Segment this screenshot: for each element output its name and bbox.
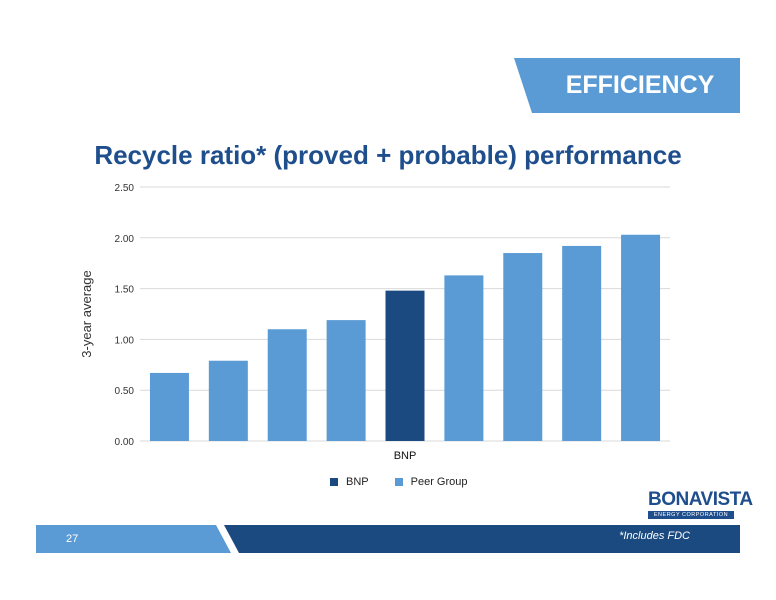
bar-peer-group [503, 253, 543, 441]
bar-peer-group [621, 234, 661, 441]
section-label: EFFICIENCY [565, 71, 715, 99]
y-tick-label: 2.50 [115, 183, 135, 194]
logo-wordmark: BONAVISTA [648, 489, 753, 510]
y-tick-label: 2.00 [115, 234, 135, 245]
bar-bnp [385, 290, 425, 441]
bar-peer-group [267, 329, 307, 441]
legend-swatch-peer-group [394, 478, 403, 486]
bar-peer-group [326, 320, 366, 441]
chart-title: Recycle ratio* (proved + probable) perfo… [94, 140, 682, 170]
legend-label-bnp: BNP [346, 476, 369, 488]
page-number: 27 [66, 533, 79, 545]
logo-subtitle: ENERGY CORPORATION [648, 511, 734, 519]
section-banner [514, 58, 740, 113]
chart-legend: BNP Peer Group [330, 476, 468, 488]
legend-item-peer-group: Peer Group [394, 476, 468, 488]
bar-peer-group [562, 245, 602, 441]
x-category-label: BNP [394, 450, 417, 462]
y-axis-label: 3-year average [79, 270, 94, 357]
section-banner-shape [514, 58, 740, 113]
y-tick-label: 1.00 [115, 335, 135, 346]
bar-peer-group [208, 360, 248, 441]
y-tick-label: 0.00 [115, 437, 135, 448]
y-tick-label: 1.50 [115, 285, 135, 296]
footnote: *Includes FDC [619, 530, 690, 542]
bar-peer-group [149, 372, 189, 441]
legend-item-bnp: BNP [330, 476, 369, 488]
footer-right-band [224, 525, 740, 553]
bar-peer-group [444, 275, 484, 441]
y-tick-label: 0.50 [115, 386, 135, 397]
footer-left-band [36, 525, 231, 553]
legend-swatch-bnp [330, 478, 338, 486]
company-logo: BONAVISTA ENERGY CORPORATION [648, 489, 753, 519]
legend-label-peer-group: Peer Group [410, 476, 468, 488]
